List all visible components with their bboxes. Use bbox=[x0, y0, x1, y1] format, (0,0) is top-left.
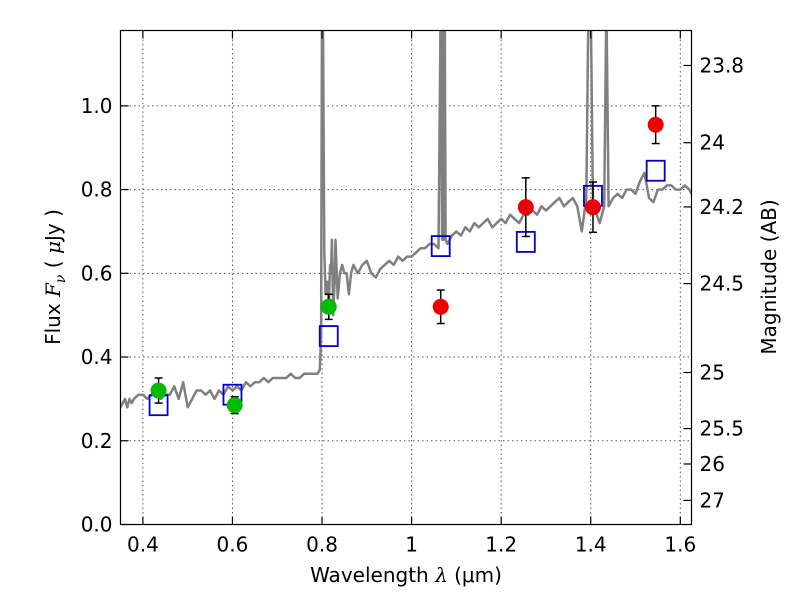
y-tick-label: 0.4 bbox=[81, 345, 113, 369]
mag-tick-label: 24.2 bbox=[700, 195, 745, 219]
x-tick-label: 0.4 bbox=[127, 533, 159, 557]
model-square bbox=[645, 159, 666, 182]
data-series bbox=[120, 30, 692, 417]
y-tick-label: 0.6 bbox=[81, 261, 113, 285]
y-tick-label: 0.0 bbox=[81, 513, 113, 537]
mag-tick-label: 27 bbox=[700, 488, 725, 512]
axis-ticks: 0.4 0.6 0.8 1 1.2 1.4 1.6 0.0 0.2 0.4 0.6 0.8 1.0 23.… bbox=[81, 30, 745, 557]
red-point bbox=[432, 298, 449, 315]
green-point bbox=[226, 397, 243, 414]
y-axis-label: Flux Fν ( μJy ) bbox=[41, 209, 69, 345]
x-tick-label: 0.8 bbox=[306, 533, 338, 557]
mag-tick-label: 24.5 bbox=[700, 272, 745, 296]
mag-tick-label: 25.5 bbox=[700, 417, 745, 441]
x-tick-label: 1 bbox=[405, 533, 418, 557]
y-tick-label: 1.0 bbox=[81, 94, 113, 118]
red-point bbox=[584, 199, 601, 216]
red-point bbox=[517, 199, 534, 216]
spectrum-line bbox=[120, 30, 692, 409]
plot-area bbox=[120, 30, 692, 417]
green-point bbox=[320, 298, 337, 315]
red-point bbox=[647, 116, 664, 133]
y-tick-label: 0.2 bbox=[81, 429, 113, 453]
x-tick-label: 0.6 bbox=[217, 533, 249, 557]
green-point bbox=[150, 382, 167, 399]
magnitude-axis-label: Magnitude (AB) bbox=[757, 199, 781, 354]
mag-tick-label: 26 bbox=[700, 452, 725, 476]
x-tick-label: 1.4 bbox=[575, 533, 607, 557]
x-axis-label: Wavelength λ (μm) bbox=[310, 563, 502, 587]
plot-frame bbox=[119, 29, 693, 526]
x-tick-label: 1.6 bbox=[664, 533, 696, 557]
mag-tick-label: 24 bbox=[700, 131, 725, 155]
y-tick-label: 0.8 bbox=[81, 178, 113, 202]
x-tick-label: 1.2 bbox=[485, 533, 517, 557]
model-square bbox=[318, 325, 339, 348]
mag-tick-label: 25 bbox=[700, 360, 725, 384]
model-square bbox=[430, 235, 451, 258]
mag-tick-label: 23.8 bbox=[700, 53, 745, 77]
